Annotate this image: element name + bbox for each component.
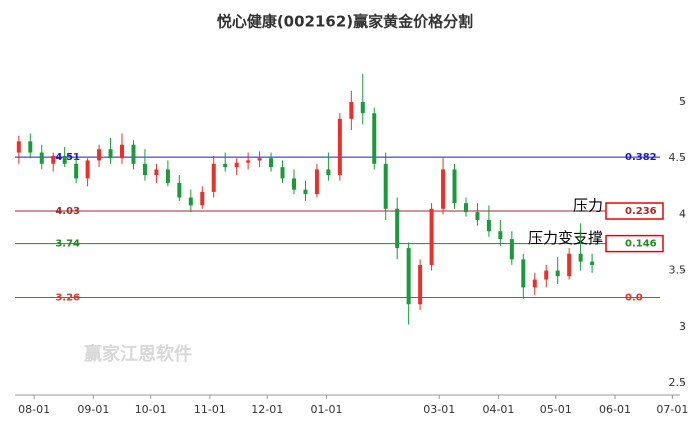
- x-tick-label: 04-01: [482, 403, 514, 416]
- candle-body: [223, 163, 228, 168]
- candle-body: [291, 178, 296, 190]
- candle-body: [211, 163, 216, 192]
- candle-body: [28, 141, 33, 153]
- candle-body: [257, 158, 262, 161]
- y-tick-label: 2.5: [669, 376, 687, 389]
- candle-body: [383, 163, 388, 209]
- candle-body: [177, 182, 182, 198]
- x-tick-label: 06-01: [599, 403, 631, 416]
- x-tick-label: 10-01: [135, 403, 167, 416]
- candle-body: [108, 149, 113, 159]
- chart-title: 悦心健康(002162)赢家黄金价格分割: [217, 13, 473, 31]
- candle-body: [39, 152, 44, 164]
- candle-body: [188, 197, 193, 206]
- x-tick-label: 09-01: [77, 403, 109, 416]
- candle-body: [418, 264, 423, 305]
- candle-body: [429, 208, 434, 265]
- candle-body: [314, 169, 319, 195]
- x-tick-label: 12-01: [251, 403, 283, 416]
- annotation: 压力: [573, 197, 603, 215]
- candle-body: [406, 248, 411, 305]
- candle-body: [509, 239, 514, 260]
- candle-body: [131, 144, 136, 164]
- candle-body: [360, 101, 365, 114]
- candle-body: [372, 113, 377, 164]
- candle-body: [303, 189, 308, 195]
- level-ratio-label: 0.236: [625, 206, 657, 217]
- candle-body: [395, 208, 400, 249]
- watermark: 赢家江恩软件: [84, 343, 192, 365]
- y-tick-label: 3: [679, 320, 686, 333]
- x-tick-label: 07-01: [656, 403, 688, 416]
- x-tick-label: 03-01: [423, 403, 455, 416]
- candle-body: [154, 169, 159, 176]
- candle-body: [246, 160, 251, 163]
- candle-body: [120, 144, 125, 159]
- candle-body: [555, 270, 560, 277]
- candle-body: [486, 220, 491, 232]
- candle-body: [16, 141, 21, 153]
- candle-body: [337, 118, 342, 176]
- candle-body: [280, 167, 285, 179]
- y-tick-label: 4: [679, 207, 686, 220]
- candle-body: [74, 163, 79, 179]
- candle-body: [234, 162, 239, 168]
- x-tick-label: 01-01: [310, 403, 342, 416]
- level-box: [605, 234, 664, 253]
- level-box: [605, 202, 664, 220]
- candle-body: [544, 270, 549, 280]
- candle-body: [475, 212, 480, 220]
- y-tick-label: 5: [679, 95, 686, 108]
- x-tick-label: 05-01: [540, 403, 572, 416]
- x-tick-label: 11-01: [194, 403, 226, 416]
- candle-body: [62, 155, 67, 164]
- x-tick-label: 08-01: [18, 403, 50, 416]
- annotation: 压力变支撑: [528, 229, 603, 247]
- candle-body: [142, 163, 147, 176]
- y-tick-label: 3.5: [669, 264, 687, 277]
- candle-body: [452, 169, 457, 204]
- level-ratio-label: 0.0: [625, 293, 643, 304]
- candle-body: [578, 253, 583, 262]
- candle-body: [441, 169, 446, 209]
- candle-body: [521, 259, 526, 288]
- candle-body: [532, 279, 537, 288]
- candle-body: [498, 231, 503, 240]
- candle-body: [85, 160, 90, 179]
- y-tick-label: 4.5: [669, 151, 687, 164]
- level-price-label: 4.51: [55, 152, 80, 163]
- candle-body: [165, 169, 170, 183]
- candle-body: [269, 158, 274, 168]
- candle-body: [567, 253, 572, 277]
- candle-body: [200, 191, 205, 206]
- candle-body: [97, 149, 102, 161]
- level-ratio-label: 0.382: [625, 152, 657, 163]
- level-price-label: 3.26: [55, 293, 80, 304]
- candle-body: [463, 203, 468, 213]
- level-price-label: 4.03: [55, 206, 80, 217]
- candle-body: [590, 261, 595, 265]
- level-ratio-label: 0.146: [625, 239, 657, 250]
- level-price-label: 3.74: [55, 239, 80, 250]
- candle-body: [51, 155, 56, 164]
- candle-body: [326, 169, 331, 176]
- candle-body: [349, 101, 354, 119]
